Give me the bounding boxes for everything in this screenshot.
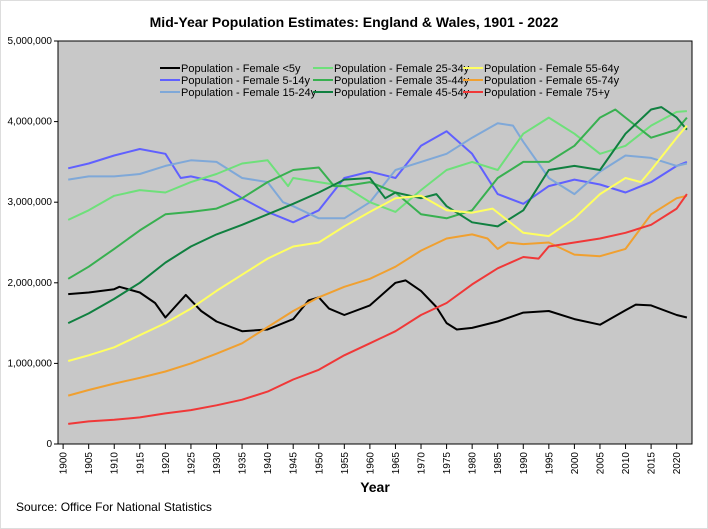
x-tick-label: 1995 [544, 452, 555, 475]
legend-label: Population - Female 75+y [484, 87, 610, 99]
x-tick-label: 1915 [135, 452, 146, 475]
x-tick-label: 2015 [647, 452, 658, 475]
y-tick-label: 1,000,000 [8, 358, 53, 369]
x-tick-label: 1960 [365, 452, 376, 475]
y-tick-label: 5,000,000 [8, 36, 53, 47]
x-tick-label: 2000 [570, 452, 581, 475]
legend-label: Population - Female 5-14y [181, 75, 311, 87]
series-line [67, 106, 688, 325]
series-line [68, 122, 688, 220]
series-line [67, 110, 687, 221]
legend-label: Population - Female 55-64y [484, 63, 620, 75]
legend-label: Population - Female 25-34y [334, 63, 470, 75]
series-lines [67, 106, 688, 425]
x-tick-label: 1900 [59, 452, 70, 475]
legend-label: Population - Female 15-24y [181, 87, 317, 99]
y-tick-label: 4,000,000 [8, 117, 53, 128]
chart-title: Mid-Year Population Estimates: England &… [150, 14, 559, 30]
y-axis: 0 1,000,000 2,000,000 3,000,000 4,000,000 5,0… [8, 36, 58, 450]
y-tick-label: 2,000,000 [8, 278, 53, 289]
x-tick-label: 1930 [212, 452, 223, 475]
x-tick-label: 1980 [468, 452, 479, 475]
legend-label: Population - Female 35-44y [334, 75, 470, 87]
x-axis: 1900 1905 1910 1915 1920 1925 1930 1935 1940 1945… [59, 444, 683, 475]
x-tick-label: 2010 [621, 452, 632, 475]
x-tick-label: 1965 [391, 452, 402, 475]
x-tick-label: 1925 [186, 452, 197, 475]
x-tick-label: 2005 [595, 452, 606, 475]
x-tick-label: 1985 [493, 452, 504, 475]
x-tick-label: 1955 [340, 452, 351, 475]
x-tick-label: 1945 [289, 452, 300, 475]
series-line [67, 108, 688, 280]
x-axis-label: Year [360, 479, 390, 495]
legend-label: Population - Female 65-74y [484, 75, 620, 87]
x-tick-label: 1910 [110, 452, 121, 475]
legend-label: Population - Female <5y [181, 63, 301, 75]
x-tick-label: 2020 [672, 452, 683, 475]
x-tick-label: 1940 [263, 452, 274, 475]
x-tick-label: 1950 [314, 452, 325, 475]
x-tick-label: 1975 [442, 452, 453, 475]
x-tick-label: 1905 [84, 452, 95, 475]
source-note: Source: Office For National Statistics [16, 500, 212, 514]
series-line [68, 193, 688, 425]
x-tick-label: 1990 [519, 452, 530, 475]
x-tick-label: 1970 [417, 452, 428, 475]
series-line [67, 130, 688, 224]
y-tick-label: 0 [46, 439, 52, 450]
x-tick-label: 1935 [238, 452, 249, 475]
plot-area [57, 40, 693, 445]
x-tick-label: 1920 [161, 452, 172, 475]
series-line [67, 124, 688, 362]
series-line [67, 194, 688, 397]
legend-label: Population - Female 45-54y [334, 87, 470, 99]
series-line [68, 279, 688, 333]
y-tick-label: 3,000,000 [8, 197, 53, 208]
